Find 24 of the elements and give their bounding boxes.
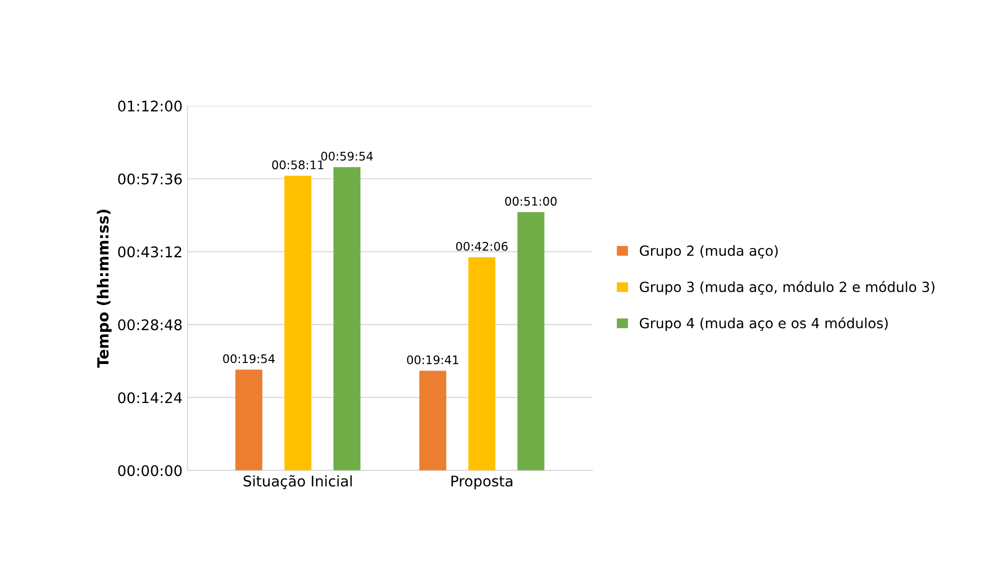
bar xyxy=(517,212,544,470)
y-tick-label: 00:00:00 xyxy=(118,465,182,476)
x-tick-label: Proposta xyxy=(451,476,512,490)
bar xyxy=(468,257,496,470)
data-label: 00:42:06 xyxy=(456,242,508,251)
bar xyxy=(419,370,446,470)
x-tick-label: Situação Inicial xyxy=(244,475,352,490)
y-axis-title: Tempo (hh:mm:ss) xyxy=(96,210,112,368)
data-label: 00:19:54 xyxy=(223,354,275,364)
y-tick-label: 00:57:36 xyxy=(118,173,182,184)
data-label: 00:58:11 xyxy=(272,160,324,170)
data-label: 00:19:41 xyxy=(407,355,458,364)
y-tick-label: 00:14:24 xyxy=(118,392,182,404)
bar xyxy=(284,176,312,470)
data-label: 00:59:54 xyxy=(321,152,373,161)
y-tick-label: 00:43:12 xyxy=(118,246,182,258)
legend-label: Grupo 3 (muda aço, módulo 2 e módulo 3) xyxy=(640,280,934,295)
legend-label: Grupo 2 (muda aço) xyxy=(640,245,778,259)
y-tick-label: 01:12:00 xyxy=(118,100,182,112)
y-tick-label: 00:28:48 xyxy=(118,319,182,330)
data-label: 00:51:00 xyxy=(505,196,557,206)
bar xyxy=(333,167,360,470)
bar xyxy=(235,370,262,470)
legend-label: Grupo 4 (muda aço e os 4 módulos) xyxy=(640,317,888,332)
